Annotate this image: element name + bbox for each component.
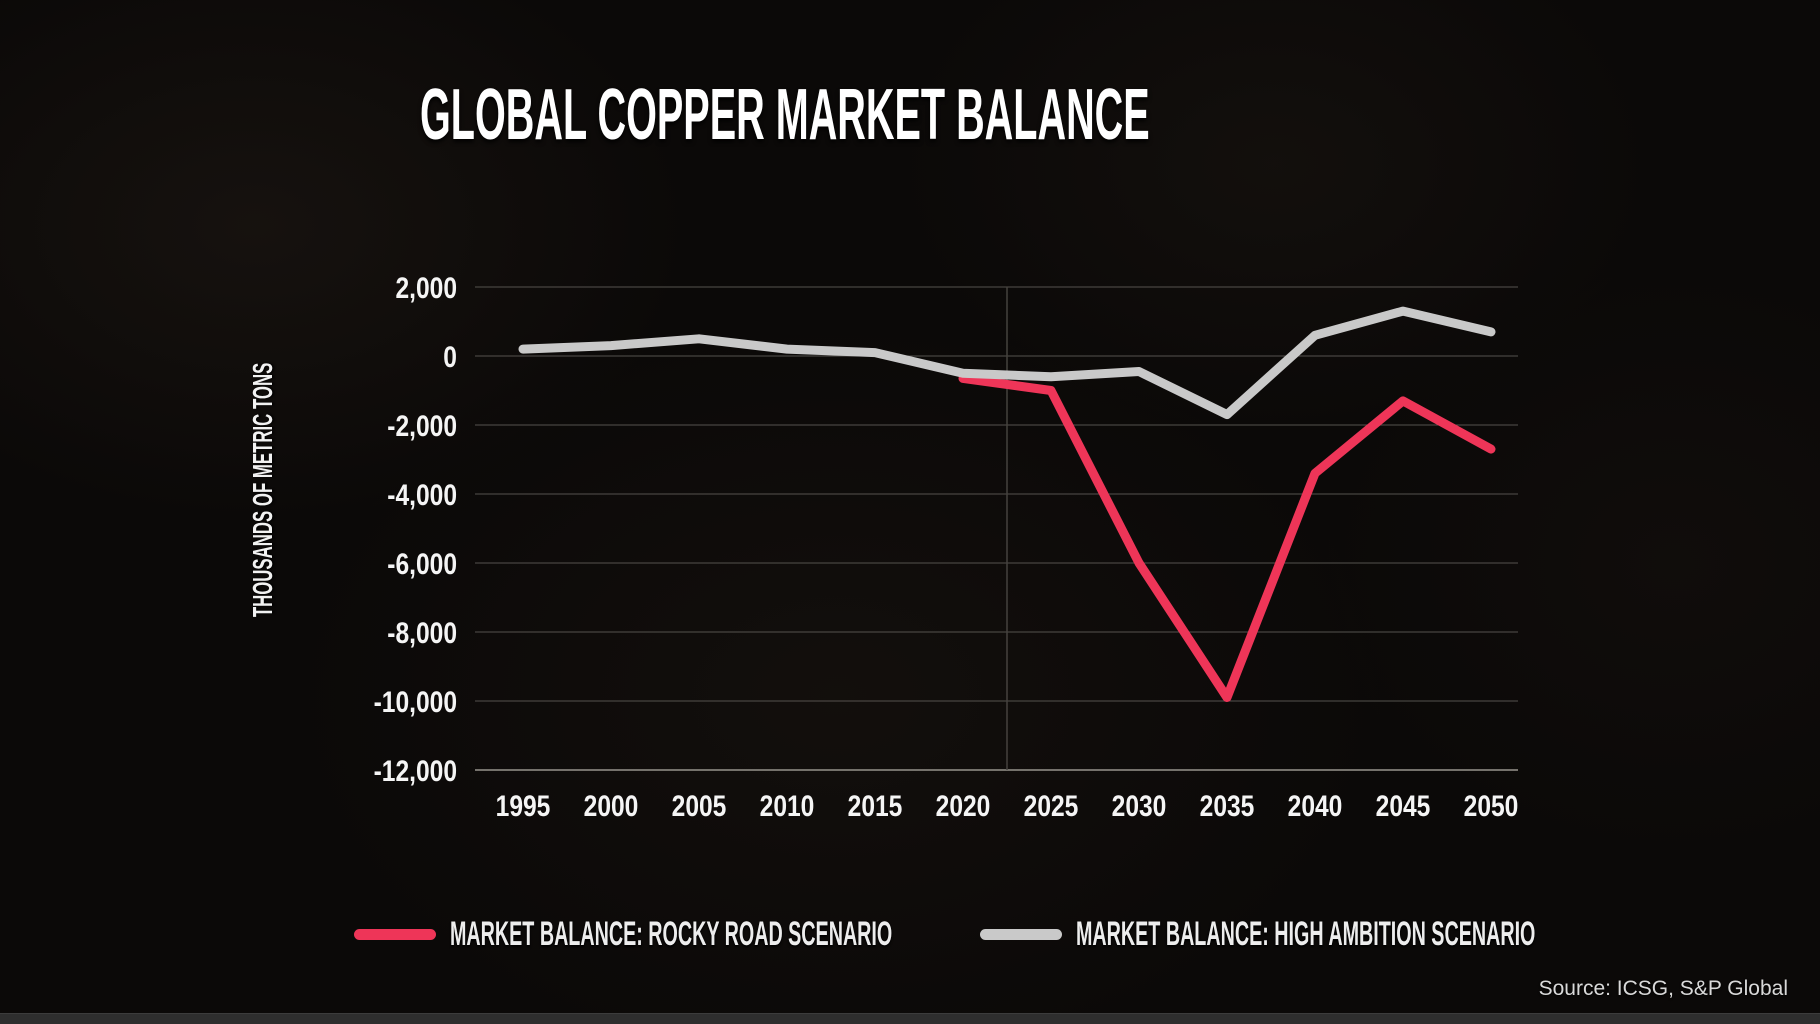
legend-item-high-ambition: MARKET BALANCE: HIGH AMBITION SCENARIO [980,915,1820,953]
legend-item-rocky-road: MARKET BALANCE: ROCKY ROAD SCENARIO [354,915,1213,953]
x-tick-label: 1995 [496,789,551,823]
series-line-rocky-road [958,373,1496,702]
y-tick-label: -8,000 [387,615,457,649]
x-tick-label: 2040 [1288,789,1343,823]
y-tick-label: -4,000 [387,477,457,511]
x-tick-label: 2050 [1464,789,1519,823]
legend-label-high-ambition: MARKET BALANCE: HIGH AMBITION SCENARIO [1076,914,1536,953]
y-tick-label: -10,000 [374,684,457,718]
x-tick-label: 2010 [760,789,815,823]
x-tick-label: 2000 [584,789,639,823]
y-tick-label: -2,000 [387,408,457,442]
y-tick-label: -12,000 [374,753,457,787]
x-tick-label: 2045 [1376,789,1431,823]
bottom-edge-strip [0,1013,1820,1024]
x-tick-label: 2005 [672,789,727,823]
x-tick-label: 2035 [1200,789,1255,823]
chart-title: GLOBAL COPPER MARKET BALANCE [420,75,1150,155]
x-tick-label: 2015 [848,789,903,823]
source-note: Source: ICSG, S&P Global [1538,977,1788,1000]
x-tick-label: 2025 [1024,789,1079,823]
legend-label-rocky-road: MARKET BALANCE: ROCKY ROAD SCENARIO [450,914,893,953]
x-tick-label: 2030 [1112,789,1167,823]
legend-swatch-high-ambition [980,928,1062,940]
y-tick-label: -6,000 [387,546,457,580]
series-line-high-ambition [518,306,1496,420]
y-tick-label: 0 [443,339,457,373]
x-tick-label: 2020 [936,789,991,823]
legend-swatch-rocky-road [354,928,436,940]
y-tick-label: 2,000 [395,270,457,304]
